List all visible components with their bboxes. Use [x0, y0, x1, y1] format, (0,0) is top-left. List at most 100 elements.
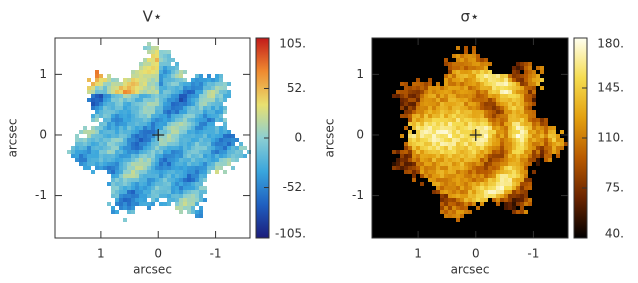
map-pixel — [163, 74, 167, 78]
map-pixel — [484, 190, 488, 194]
map-pixel — [111, 98, 115, 102]
map-pixel — [548, 126, 552, 130]
map-pixel — [207, 158, 211, 162]
map-pixel — [75, 138, 79, 142]
map-pixel — [163, 178, 167, 182]
map-pixel — [544, 122, 548, 126]
map-pixel — [87, 154, 91, 158]
map-pixel — [183, 202, 187, 206]
map-pixel — [231, 150, 235, 154]
x-tick-label: 1 — [414, 247, 422, 261]
map-pixel — [199, 194, 203, 198]
map-pixel — [123, 106, 127, 110]
map-pixel — [504, 94, 508, 98]
map-pixel — [187, 186, 191, 190]
map-pixel — [452, 118, 456, 122]
map-pixel — [432, 138, 436, 142]
map-pixel — [199, 122, 203, 126]
map-pixel — [516, 66, 520, 70]
map-pixel — [143, 66, 147, 70]
map-pixel — [428, 158, 432, 162]
map-pixel — [516, 182, 520, 186]
map-pixel — [516, 142, 520, 146]
map-pixel — [404, 142, 408, 146]
map-pixel — [560, 138, 564, 142]
map-pixel — [159, 122, 163, 126]
map-pixel — [219, 158, 223, 162]
map-pixel — [95, 82, 99, 86]
map-pixel — [135, 98, 139, 102]
map-pixel — [187, 106, 191, 110]
map-pixel — [107, 158, 111, 162]
map-pixel — [175, 186, 179, 190]
map-pixel — [179, 166, 183, 170]
map-pixel — [183, 114, 187, 118]
map-pixel — [179, 70, 183, 74]
map-pixel — [123, 182, 127, 186]
map-pixel — [175, 174, 179, 178]
map-pixel — [79, 154, 83, 158]
map-pixel — [452, 110, 456, 114]
map-pixel — [480, 102, 484, 106]
map-pixel — [179, 150, 183, 154]
map-pixel — [195, 162, 199, 166]
map-pixel — [456, 82, 460, 86]
map-pixel — [203, 178, 207, 182]
map-pixel — [516, 82, 520, 86]
map-pixel — [404, 150, 408, 154]
map-pixel — [191, 162, 195, 166]
map-pixel — [207, 138, 211, 142]
map-pixel — [195, 146, 199, 150]
map-pixel — [448, 190, 452, 194]
map-pixel — [472, 150, 476, 154]
map-pixel — [115, 170, 119, 174]
map-pixel — [151, 110, 155, 114]
map-pixel — [520, 202, 524, 206]
map-pixel — [123, 178, 127, 182]
map-pixel — [127, 114, 131, 118]
map-pixel — [95, 134, 99, 138]
map-pixel — [155, 94, 159, 98]
map-pixel — [432, 162, 436, 166]
map-pixel — [452, 98, 456, 102]
map-pixel — [440, 106, 444, 110]
map-pixel — [223, 142, 227, 146]
map-pixel — [472, 66, 476, 70]
map-pixel — [179, 178, 183, 182]
map-pixel — [163, 110, 167, 114]
map-pixel — [424, 146, 428, 150]
map-pixel — [408, 86, 412, 90]
map-pixel — [488, 174, 492, 178]
map-pixel — [536, 82, 540, 86]
map-pixel — [452, 146, 456, 150]
map-pixel — [444, 182, 448, 186]
map-pixel — [151, 158, 155, 162]
map-pixel — [416, 138, 420, 142]
map-pixel — [235, 138, 239, 142]
map-pixel — [179, 102, 183, 106]
map-pixel — [484, 94, 488, 98]
map-pixel — [440, 118, 444, 122]
map-pixel — [424, 94, 428, 98]
map-pixel — [203, 146, 207, 150]
map-pixel — [111, 142, 115, 146]
map-pixel — [139, 158, 143, 162]
map-pixel — [163, 150, 167, 154]
map-pixel — [183, 186, 187, 190]
map-pixel — [143, 174, 147, 178]
map-pixel — [215, 126, 219, 130]
map-pixel — [183, 118, 187, 122]
map-pixel — [175, 70, 179, 74]
map-pixel — [452, 186, 456, 190]
map-pixel — [203, 130, 207, 134]
map-pixel — [147, 78, 151, 82]
map-pixel — [468, 202, 472, 206]
map-pixel — [464, 198, 468, 202]
map-pixel — [219, 114, 223, 118]
map-pixel — [528, 82, 532, 86]
map-pixel — [119, 98, 123, 102]
map-pixel — [452, 170, 456, 174]
map-pixel — [492, 170, 496, 174]
map-pixel — [456, 166, 460, 170]
map-pixel — [143, 130, 147, 134]
